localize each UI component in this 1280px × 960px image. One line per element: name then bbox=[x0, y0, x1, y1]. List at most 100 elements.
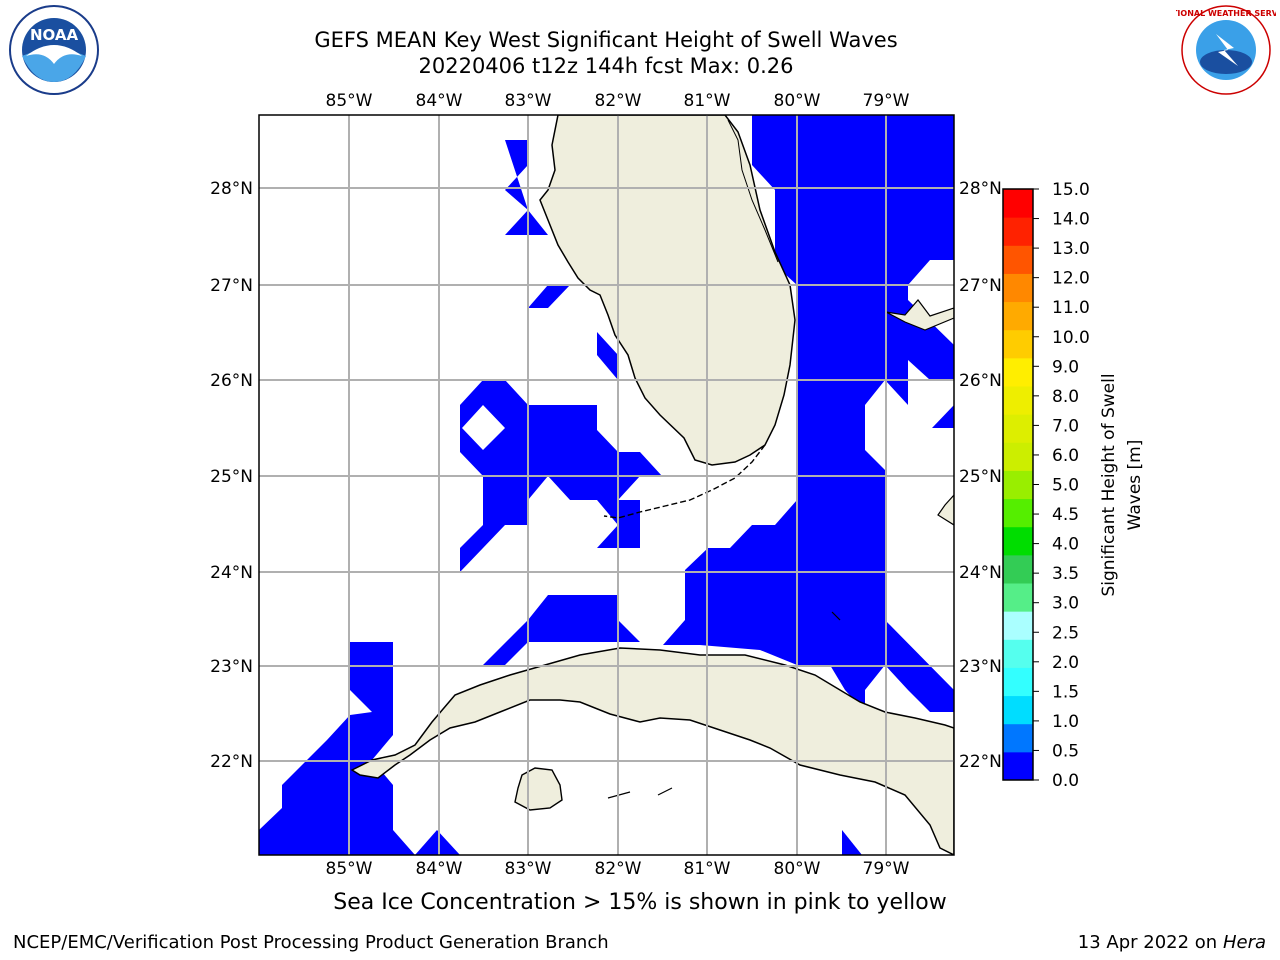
lon-label: 83°W bbox=[505, 91, 552, 111]
colorbar-segment bbox=[1003, 273, 1033, 303]
colorbar-segment bbox=[1003, 357, 1033, 387]
lon-label: 79°W bbox=[863, 91, 910, 111]
swell-height-field bbox=[259, 115, 954, 855]
land-cay bbox=[831, 611, 841, 621]
colorbar-tick-label: 4.0 bbox=[1052, 535, 1079, 555]
colorbar-segment bbox=[1003, 583, 1033, 612]
lat-label: 23°N bbox=[959, 657, 1002, 677]
lat-label: 26°N bbox=[959, 371, 1002, 391]
lon-label: 85°W bbox=[326, 91, 373, 111]
lat-label: 25°N bbox=[959, 467, 1002, 487]
colorbar-segment bbox=[1003, 414, 1033, 443]
lon-label: 85°W bbox=[326, 859, 373, 879]
lon-label: 82°W bbox=[595, 91, 642, 111]
colorbar-tick-label: 5.0 bbox=[1052, 476, 1079, 496]
graticule bbox=[259, 115, 954, 855]
lat-label: 25°N bbox=[210, 467, 253, 487]
colorbar-label: Significant Height of Swell Waves [m] bbox=[1099, 373, 1145, 596]
colorbar-tick-label: 3.0 bbox=[1052, 594, 1079, 614]
lat-labels-left: 28°N 27°N 26°N 25°N 24°N 23°N 22°N bbox=[210, 179, 253, 772]
lon-label: 81°W bbox=[684, 91, 731, 111]
lat-label: 28°N bbox=[210, 179, 253, 199]
colorbar-segment bbox=[1003, 217, 1033, 246]
lon-labels-top: 85°W 84°W 83°W 82°W 81°W 80°W 79°W bbox=[326, 91, 910, 111]
swell-region-south bbox=[415, 830, 460, 855]
footer-date: 13 Apr 2022 on Hera bbox=[1078, 932, 1266, 953]
lon-label: 84°W bbox=[416, 91, 463, 111]
colorbar-tick-label: 13.0 bbox=[1052, 239, 1090, 259]
colorbar-tick-label: 10.0 bbox=[1052, 328, 1090, 348]
nws-logo: NATIONAL WEATHER SERVICE bbox=[1176, 5, 1276, 95]
swell-region-tampa bbox=[505, 140, 548, 235]
lon-label: 80°W bbox=[774, 859, 821, 879]
lon-label: 80°W bbox=[774, 91, 821, 111]
colorbar-tick-label: 2.5 bbox=[1052, 623, 1079, 643]
colorbar-segment bbox=[1003, 667, 1033, 697]
chart-title: GEFS MEAN Key West Significant Height of… bbox=[314, 28, 898, 52]
colorbar-tick-label: 12.0 bbox=[1052, 269, 1090, 289]
colorbar-segment bbox=[1003, 611, 1033, 640]
swell-region-yucatan bbox=[259, 642, 415, 855]
colorbar-segment bbox=[1003, 442, 1033, 471]
colorbar-tick-label: 6.0 bbox=[1052, 446, 1079, 466]
colorbar-segment bbox=[1003, 189, 1033, 218]
land-florida-coast-inner bbox=[727, 119, 779, 263]
land-florida bbox=[539, 115, 796, 466]
lon-label: 83°W bbox=[505, 859, 552, 879]
colorbar-segment bbox=[1003, 301, 1033, 331]
swell-region-atlantic bbox=[663, 115, 954, 712]
colorbar-tick-label: 8.0 bbox=[1052, 387, 1079, 407]
lat-label: 24°N bbox=[959, 563, 1002, 583]
colorbar-tick-label: 7.0 bbox=[1052, 416, 1079, 436]
lon-label: 81°W bbox=[684, 859, 731, 879]
lon-label: 84°W bbox=[416, 859, 463, 879]
colorbar-tick-label: 4.5 bbox=[1052, 505, 1079, 525]
colorbar-tick-label: 0.5 bbox=[1052, 741, 1079, 761]
land-bahamas bbox=[885, 299, 954, 331]
lat-label: 23°N bbox=[210, 657, 253, 677]
colorbar: 0.0 0.5 1.0 1.5 2.0 2.5 3.0 3.5 4.0 4.5 5.0 6.0 7.0 8… bbox=[1002, 180, 1090, 791]
lat-label: 26°N bbox=[210, 371, 253, 391]
lat-label: 27°N bbox=[210, 276, 253, 296]
sea-ice-caption: Sea Ice Concentration > 15% is shown in … bbox=[333, 890, 947, 915]
colorbar-segment bbox=[1003, 470, 1033, 500]
chart-subtitle: 20220406 t12z 144h fcst Max: 0.26 bbox=[418, 54, 794, 78]
lat-label: 22°N bbox=[959, 752, 1002, 772]
swell-region-east-edge bbox=[932, 405, 954, 428]
colorbar-segment bbox=[1003, 329, 1033, 359]
colorbar-segment bbox=[1003, 695, 1033, 725]
swell-region-tortugas bbox=[483, 595, 640, 665]
svg-text:NATIONAL WEATHER SERVICE: NATIONAL WEATHER SERVICE bbox=[1176, 9, 1276, 18]
lat-label: 24°N bbox=[210, 563, 253, 583]
colorbar-segment bbox=[1003, 723, 1033, 753]
footer-date-text: 13 Apr 2022 on bbox=[1077, 932, 1218, 953]
map-frame bbox=[258, 114, 955, 856]
land-bahamas-south bbox=[937, 494, 954, 526]
lat-label: 28°N bbox=[959, 179, 1002, 199]
lon-label: 82°W bbox=[595, 859, 642, 879]
noaa-logo-text: NOAA bbox=[30, 26, 79, 44]
swell-region-south2 bbox=[842, 830, 862, 855]
colorbar-segment bbox=[1003, 245, 1033, 274]
colorbar-segment bbox=[1003, 386, 1033, 415]
land-florida-keys bbox=[603, 444, 766, 519]
colorbar-segment bbox=[1003, 526, 1033, 556]
lon-label: 79°W bbox=[863, 859, 910, 879]
footer-host: Hera bbox=[1222, 932, 1266, 953]
footer-organization: NCEP/EMC/Verification Post Processing Pr… bbox=[13, 932, 609, 953]
lon-labels-bottom: 85°W 84°W 83°W 82°W 81°W 80°W 79°W bbox=[326, 859, 910, 879]
colorbar-tick-label: 15.0 bbox=[1052, 180, 1090, 200]
lat-label: 27°N bbox=[959, 276, 1002, 296]
colorbar-tick-label: 1.0 bbox=[1052, 712, 1079, 732]
colorbar-tick-label: 0.0 bbox=[1052, 771, 1079, 791]
colorbar-tick-label: 3.5 bbox=[1052, 564, 1079, 584]
colorbar-tick-label: 1.5 bbox=[1052, 682, 1079, 702]
colorbar-tick-label: 9.0 bbox=[1052, 357, 1079, 377]
swell-region-charlotte bbox=[528, 285, 570, 308]
swell-region-naples bbox=[597, 332, 618, 380]
colorbar-tick-label: 14.0 bbox=[1052, 210, 1090, 230]
colorbar-segment bbox=[1003, 498, 1033, 528]
lat-label: 22°N bbox=[210, 752, 253, 772]
colorbar-tick-label: 11.0 bbox=[1052, 298, 1090, 318]
